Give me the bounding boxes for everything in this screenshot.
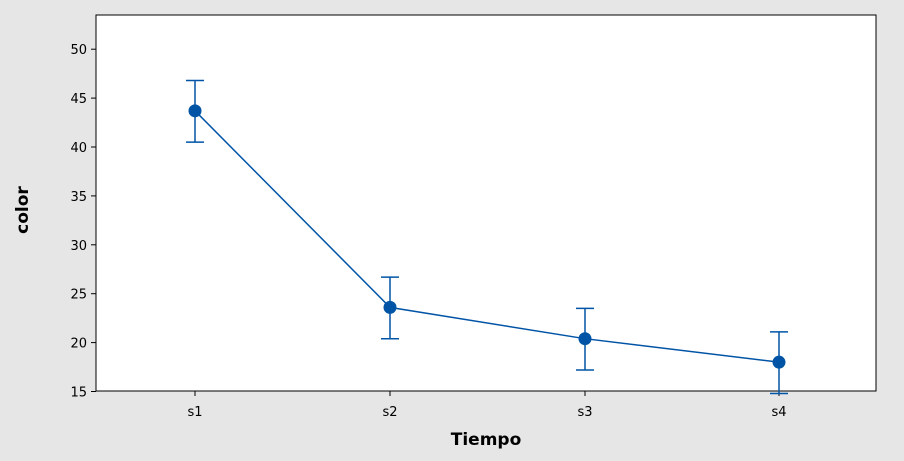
y-tick-label: 50 — [70, 43, 87, 58]
series — [186, 79, 788, 395]
data-point — [188, 104, 202, 118]
y-axis-title: color — [13, 186, 33, 234]
y-tick-label: 45 — [70, 92, 87, 107]
x-tick-label: s2 — [382, 405, 397, 420]
plot-area — [95, 14, 877, 392]
y-tick-label: 20 — [70, 337, 87, 352]
x-tick-label: s1 — [187, 405, 202, 420]
data-point — [772, 355, 786, 369]
y-tick-label: 40 — [70, 141, 87, 156]
x-axis: s1 s2 s3 s4 — [187, 391, 787, 420]
y-tick-label: 25 — [70, 288, 87, 303]
data-point — [383, 300, 397, 314]
y-tick-label: 30 — [70, 239, 87, 254]
y-axis: 15 20 25 30 35 40 45 50 — [70, 43, 96, 401]
y-tick-label: 15 — [70, 386, 87, 401]
series-line — [194, 110, 780, 363]
x-tick-label: s3 — [577, 405, 592, 420]
x-axis-title: Tiempo — [451, 430, 522, 450]
data-point — [578, 332, 592, 346]
y-tick-label: 35 — [70, 190, 87, 205]
x-tick-label: s4 — [771, 405, 786, 420]
